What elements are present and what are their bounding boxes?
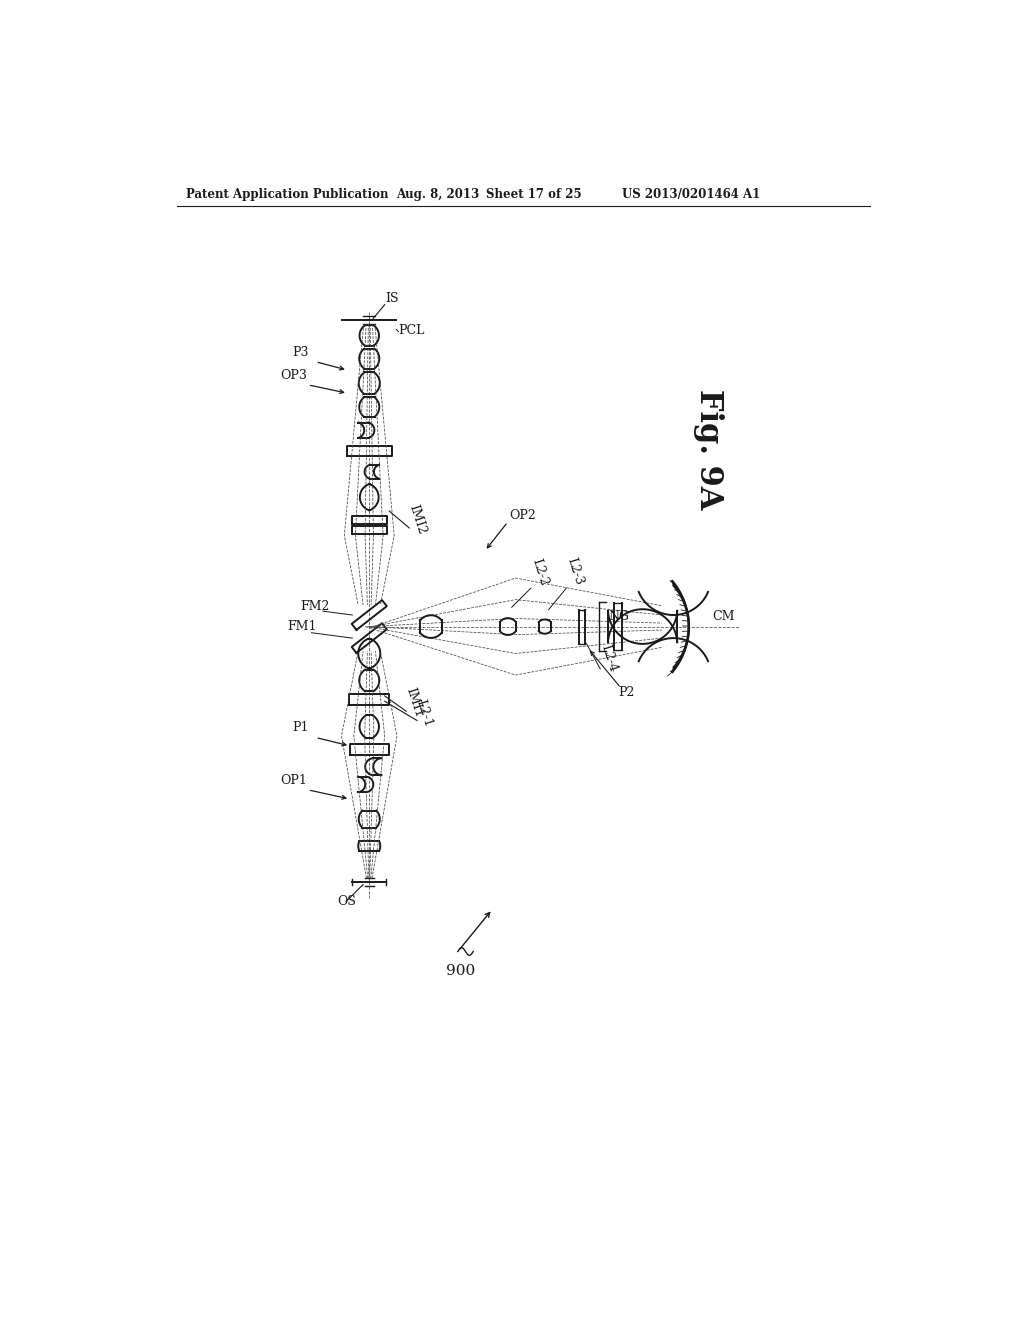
Text: Fig. 9A: Fig. 9A <box>692 389 724 510</box>
Text: L2-3: L2-3 <box>565 556 586 587</box>
Text: NG: NG <box>608 610 629 623</box>
Text: CM: CM <box>712 610 734 623</box>
Text: L2-2: L2-2 <box>529 557 551 587</box>
Text: OP1: OP1 <box>281 774 307 787</box>
Text: IMI1: IMI1 <box>403 686 425 719</box>
Text: Sheet 17 of 25: Sheet 17 of 25 <box>486 189 582 202</box>
Text: OP2: OP2 <box>509 508 537 521</box>
Text: Patent Application Publication: Patent Application Publication <box>186 189 388 202</box>
Text: P2: P2 <box>618 686 635 698</box>
Text: P1: P1 <box>292 721 309 734</box>
Text: L2-1: L2-1 <box>414 698 435 729</box>
Text: US 2013/0201464 A1: US 2013/0201464 A1 <box>622 189 760 202</box>
Text: IMI2: IMI2 <box>407 503 428 536</box>
Text: IS: IS <box>385 292 399 305</box>
Text: OS: OS <box>337 895 355 908</box>
Text: FM1: FM1 <box>288 620 317 634</box>
Text: PCL: PCL <box>398 323 425 337</box>
Text: FM2: FM2 <box>300 599 330 612</box>
Text: Aug. 8, 2013: Aug. 8, 2013 <box>396 189 479 202</box>
Text: L2-4: L2-4 <box>599 643 620 675</box>
Text: 900: 900 <box>446 964 475 978</box>
Text: P3: P3 <box>292 346 309 359</box>
Text: OP3: OP3 <box>281 368 307 381</box>
